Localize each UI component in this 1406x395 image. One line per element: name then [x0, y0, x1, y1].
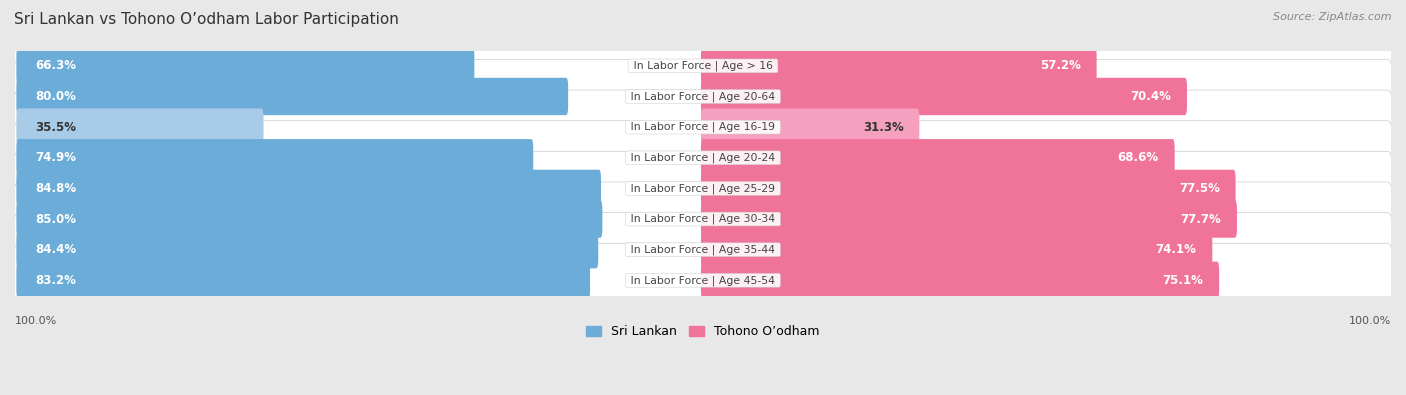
Text: 100.0%: 100.0%: [15, 316, 58, 325]
FancyBboxPatch shape: [13, 90, 1393, 164]
Text: In Labor Force | Age 35-44: In Labor Force | Age 35-44: [627, 245, 779, 255]
Text: 100.0%: 100.0%: [1348, 316, 1391, 325]
FancyBboxPatch shape: [17, 78, 568, 115]
FancyBboxPatch shape: [13, 243, 1393, 318]
FancyBboxPatch shape: [13, 182, 1393, 256]
Text: 80.0%: 80.0%: [35, 90, 76, 103]
FancyBboxPatch shape: [17, 261, 591, 299]
Text: 31.3%: 31.3%: [863, 120, 904, 134]
Text: 68.6%: 68.6%: [1118, 151, 1159, 164]
Text: 75.1%: 75.1%: [1163, 274, 1204, 287]
FancyBboxPatch shape: [13, 121, 1393, 195]
Text: 57.2%: 57.2%: [1040, 59, 1081, 72]
FancyBboxPatch shape: [17, 170, 600, 207]
FancyBboxPatch shape: [702, 231, 1212, 268]
FancyBboxPatch shape: [702, 200, 1237, 238]
Text: In Labor Force | Age 20-24: In Labor Force | Age 20-24: [627, 152, 779, 163]
Text: In Labor Force | Age 16-19: In Labor Force | Age 16-19: [627, 122, 779, 132]
FancyBboxPatch shape: [17, 200, 602, 238]
Text: 74.1%: 74.1%: [1156, 243, 1197, 256]
Text: 85.0%: 85.0%: [35, 213, 77, 226]
Legend: Sri Lankan, Tohono O’odham: Sri Lankan, Tohono O’odham: [581, 320, 825, 343]
Text: Sri Lankan vs Tohono O’odham Labor Participation: Sri Lankan vs Tohono O’odham Labor Parti…: [14, 12, 399, 27]
Text: In Labor Force | Age 20-64: In Labor Force | Age 20-64: [627, 91, 779, 102]
FancyBboxPatch shape: [13, 151, 1393, 226]
FancyBboxPatch shape: [702, 78, 1187, 115]
FancyBboxPatch shape: [17, 109, 263, 146]
FancyBboxPatch shape: [702, 139, 1174, 177]
Text: In Labor Force | Age 30-34: In Labor Force | Age 30-34: [627, 214, 779, 224]
FancyBboxPatch shape: [13, 29, 1393, 103]
FancyBboxPatch shape: [702, 170, 1236, 207]
Text: 83.2%: 83.2%: [35, 274, 76, 287]
Text: In Labor Force | Age 25-29: In Labor Force | Age 25-29: [627, 183, 779, 194]
Text: 74.9%: 74.9%: [35, 151, 77, 164]
FancyBboxPatch shape: [13, 213, 1393, 287]
Text: 84.8%: 84.8%: [35, 182, 77, 195]
FancyBboxPatch shape: [13, 59, 1393, 134]
FancyBboxPatch shape: [702, 47, 1097, 85]
Text: 77.5%: 77.5%: [1178, 182, 1220, 195]
Text: 35.5%: 35.5%: [35, 120, 77, 134]
Text: In Labor Force | Age 45-54: In Labor Force | Age 45-54: [627, 275, 779, 286]
Text: In Labor Force | Age > 16: In Labor Force | Age > 16: [630, 60, 776, 71]
FancyBboxPatch shape: [17, 139, 533, 177]
Text: 70.4%: 70.4%: [1130, 90, 1171, 103]
FancyBboxPatch shape: [702, 109, 920, 146]
Text: 66.3%: 66.3%: [35, 59, 77, 72]
FancyBboxPatch shape: [702, 261, 1219, 299]
Text: 77.7%: 77.7%: [1181, 213, 1222, 226]
FancyBboxPatch shape: [17, 47, 474, 85]
Text: Source: ZipAtlas.com: Source: ZipAtlas.com: [1274, 12, 1392, 22]
Text: 84.4%: 84.4%: [35, 243, 77, 256]
FancyBboxPatch shape: [17, 231, 599, 268]
